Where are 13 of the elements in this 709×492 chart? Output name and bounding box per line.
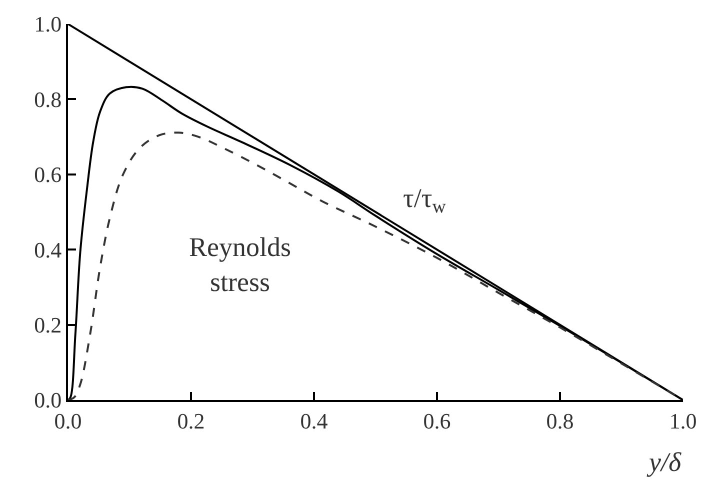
annotation: Reynolds stress <box>189 232 292 298</box>
x-tick-label: 0.8 <box>546 408 574 434</box>
x-tick-label: 0.2 <box>177 408 205 434</box>
y-tick-label: 0.4 <box>34 237 62 262</box>
x-tick-label: 0.6 <box>423 408 451 434</box>
y-tick-label: 0.2 <box>34 312 62 338</box>
x-axis-title: y/δ <box>646 447 682 477</box>
y-tick-label: 0.8 <box>34 86 62 112</box>
y-tick-label: 1.0 <box>34 12 62 37</box>
x-tick-label: 1.0 <box>669 408 697 434</box>
x-tick-label: 0.4 <box>300 408 328 434</box>
y-tick-label: 0.6 <box>34 162 62 188</box>
annotation: τ/τ$_{w}$ <box>403 183 446 218</box>
